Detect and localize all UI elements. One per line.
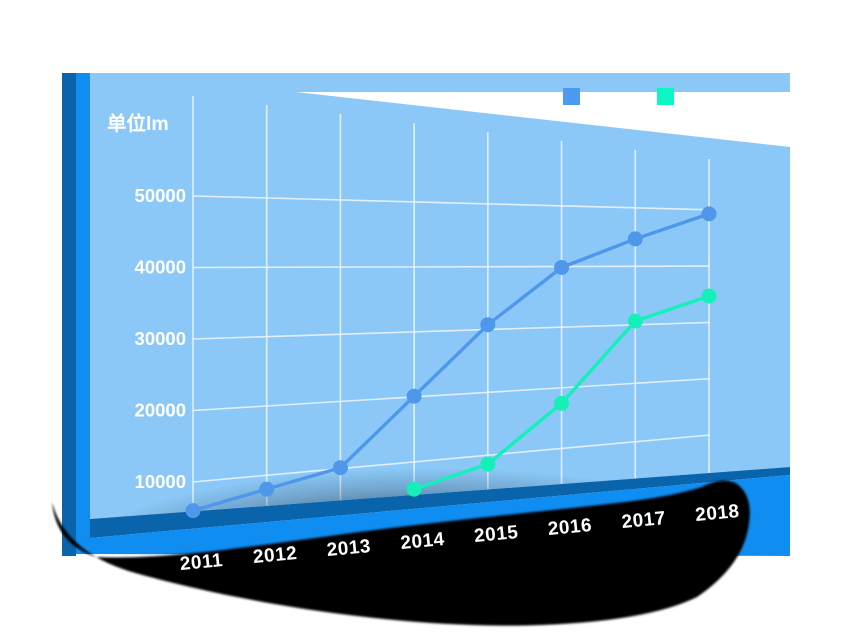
x-axis-label: 2015 <box>473 522 519 547</box>
chart-legend <box>563 88 674 105</box>
chart-panel <box>90 73 790 519</box>
x-axis-label: 2016 <box>547 515 593 540</box>
y-tick-label: 50000 <box>135 185 186 206</box>
data-point <box>185 503 201 519</box>
data-point <box>406 388 422 404</box>
x-axis-label: 2012 <box>252 543 298 568</box>
data-point <box>554 260 570 275</box>
grid-line-horizontal <box>192 377 711 412</box>
top-white-wedge <box>296 92 790 147</box>
x-axis-label: 2014 <box>400 529 446 554</box>
grid-line-horizontal <box>192 321 711 340</box>
data-point <box>406 481 422 497</box>
data-point <box>701 288 717 304</box>
x-axis-label: 2011 <box>179 550 224 575</box>
unit-label: 单位lm <box>107 112 169 135</box>
legend-swatch-series1 <box>563 88 580 105</box>
data-point <box>480 317 496 333</box>
data-point <box>332 460 348 476</box>
horizontal-gridlines <box>192 195 711 483</box>
grid-line-horizontal <box>192 195 711 211</box>
data-point <box>627 313 643 329</box>
y-tick-label: 40000 <box>135 257 186 278</box>
series-line <box>191 212 711 513</box>
vertical-gridlines <box>192 96 710 512</box>
grid-line-horizontal <box>192 434 711 483</box>
x-axis-label: 2017 <box>621 508 667 533</box>
x-axis-label: 2013 <box>326 536 372 561</box>
data-point <box>554 395 570 411</box>
y-tick-label: 20000 <box>135 400 186 421</box>
y-axis-tick-labels: 10000 20000 30000 40000 50000 <box>135 185 186 492</box>
data-point <box>259 481 275 497</box>
data-series-group <box>185 206 717 519</box>
bottom-edge-navy <box>90 467 790 538</box>
left-edge-highlight <box>76 73 90 554</box>
legend-swatch-series2 <box>657 88 674 105</box>
y-tick-label: 10000 <box>135 471 186 492</box>
left-edge-navy <box>62 73 76 556</box>
x-axis-label: 2018 <box>694 501 740 526</box>
data-point <box>627 231 643 247</box>
data-point <box>701 206 717 222</box>
grid-line-horizontal <box>192 265 711 269</box>
shadow-blob <box>52 480 750 626</box>
y-tick-label: 30000 <box>135 328 186 349</box>
x-axis-labels: 2011 2012 2013 2014 2015 2016 2017 2018 <box>179 501 741 575</box>
data-point <box>480 456 496 472</box>
